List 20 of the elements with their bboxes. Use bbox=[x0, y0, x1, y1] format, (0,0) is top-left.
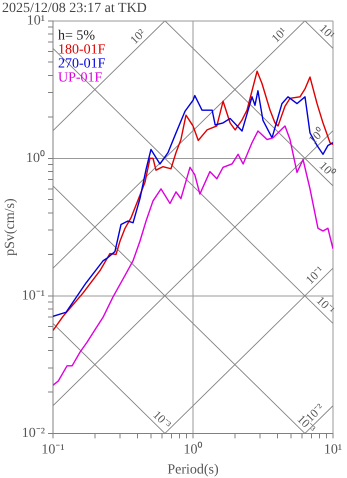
text: 180-01F bbox=[58, 42, 106, 58]
y-axis-title: pSv(cm/s) bbox=[3, 198, 18, 256]
text: 270-01F bbox=[58, 56, 106, 72]
text: UP-01F bbox=[58, 70, 103, 86]
annotation: 10¹ bbox=[316, 21, 338, 42]
x-tick-label: 10⁰ bbox=[184, 441, 202, 458]
annotation: 10⁰ bbox=[316, 158, 338, 180]
y-tick-label: 10⁻² bbox=[22, 426, 45, 442]
annotation: 10⁻¹ bbox=[314, 293, 338, 318]
annotation: 10⁰ bbox=[306, 126, 327, 147]
y-tick-label: 10⁻¹ bbox=[22, 288, 45, 304]
x-axis-title: Period(s) bbox=[167, 462, 219, 478]
annotation: 10⁻³ bbox=[150, 408, 174, 432]
annotation: h= 5% bbox=[58, 28, 96, 44]
annotation: 10⁻¹ bbox=[302, 262, 327, 287]
y-tick-label: 10⁰ bbox=[26, 150, 45, 166]
annotation: 10² bbox=[127, 26, 148, 47]
annotation: 10¹ bbox=[268, 24, 290, 46]
x-tick-label: 10⁻¹ bbox=[41, 442, 65, 458]
x-tick-label: 10¹ bbox=[324, 442, 342, 458]
